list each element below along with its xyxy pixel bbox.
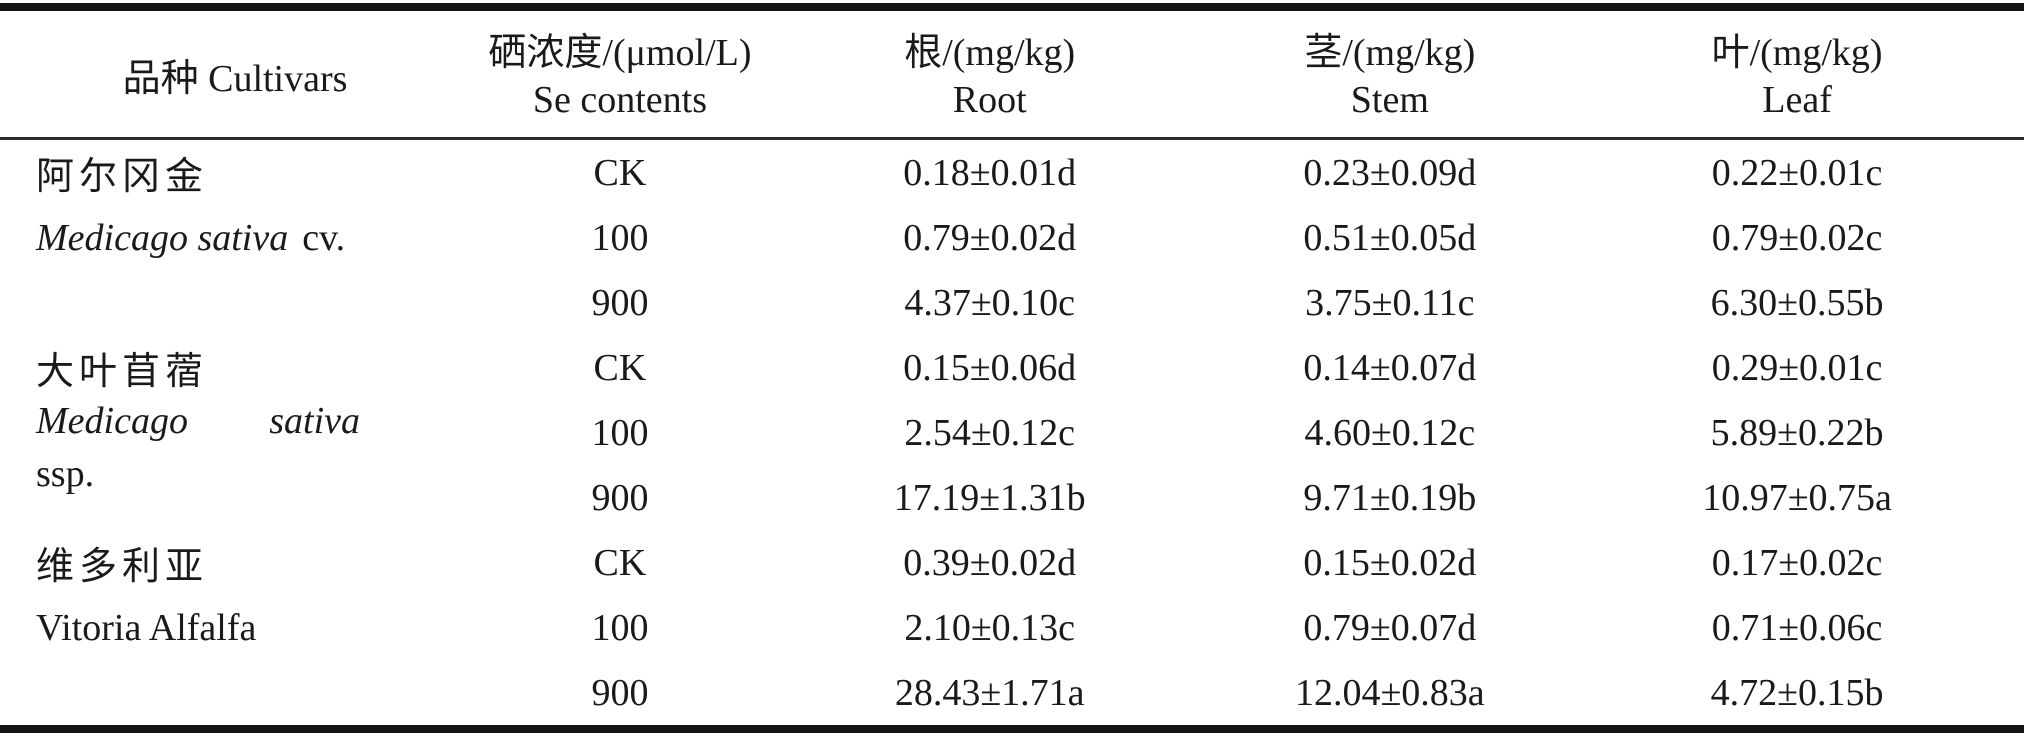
table-row: 大叶苜蓿 Medicago sativa ssp. CK 0.15±0.06d …	[0, 335, 2024, 495]
table-row: 900 17.19±1.31b 9.71±0.19b 10.97±0.75a	[0, 465, 2024, 530]
header-leaf: 叶/(mg/kg) Leaf	[1570, 11, 2024, 140]
root-value-cell: 0.39±0.02d	[903, 541, 1077, 584]
selenium-content-table-wrap: 品种 Cultivars 硒浓度/(μmol/L) Se contents 根/…	[0, 3, 2024, 733]
selenium-content-table: 品种 Cultivars 硒浓度/(μmol/L) Se contents 根/…	[0, 11, 2024, 725]
header-se-contents-zh: 硒浓度/(μmol/L)	[488, 31, 752, 74]
stem-value-cell: 0.79±0.07d	[1303, 606, 1477, 649]
cultivar-cell-algonquin: 阿尔冈金 Medicago sativa cv.	[0, 139, 470, 336]
latin-name-roman: cv.	[302, 216, 346, 259]
header-cultivars-label: 品种 Cultivars	[122, 57, 348, 100]
leaf-value-cell: 0.71±0.06c	[1711, 606, 1883, 649]
leaf-value-cell: 4.72±0.15b	[1710, 671, 1884, 714]
stem-value-cell: 0.15±0.02d	[1303, 541, 1477, 584]
leaf-value-cell: 0.17±0.02c	[1711, 541, 1883, 584]
leaf-value-cell: 0.22±0.01c	[1711, 151, 1883, 194]
se-level-cell: CK	[593, 346, 647, 389]
header-cultivars: 品种 Cultivars	[0, 11, 471, 140]
leaf-value-cell: 0.79±0.02c	[1711, 216, 1883, 259]
cultivar-name-zh: 维多利亚	[36, 546, 209, 588]
se-level-cell: CK	[593, 541, 647, 584]
table-row: 阿尔冈金 Medicago sativa cv. CK 0.18±0.01d 0…	[0, 139, 2024, 259]
header-stem: 茎/(mg/kg) Stem	[1209, 11, 1571, 140]
root-value-cell: 2.54±0.12c	[904, 411, 1076, 454]
header-se-contents-en: Se contents	[532, 79, 708, 121]
se-level-cell: 900	[591, 476, 649, 519]
se-level-cell: 100	[591, 216, 649, 259]
cultivar-name-latin: Medicago sativa	[36, 394, 470, 447]
se-level-cell: 100	[591, 606, 649, 649]
cultivar-cell-vitoria: 维多利亚 Vitoria Alfalfa	[0, 530, 470, 725]
stem-value-cell: 12.04±0.83a	[1294, 671, 1485, 714]
latin-name-line2: ssp.	[36, 452, 95, 495]
cultivar-name-zh: 阿尔冈金	[36, 156, 209, 198]
table-header: 品种 Cultivars 硒浓度/(μmol/L) Se contents 根/…	[0, 11, 2024, 140]
leaf-value-cell: 0.29±0.01c	[1711, 346, 1883, 389]
latin-name-italic: Medicago sativa	[36, 216, 289, 259]
stem-value-cell: 9.71±0.19b	[1303, 476, 1477, 519]
leaf-value-cell: 6.30±0.55b	[1710, 281, 1884, 324]
leaf-value-cell: 5.89±0.22b	[1710, 411, 1884, 454]
stem-value-cell: 3.75±0.11c	[1305, 281, 1475, 324]
cultivar-name-en: Vitoria Alfalfa	[36, 606, 257, 649]
header-root-zh: 根/(mg/kg)	[904, 31, 1076, 74]
root-value-cell: 0.18±0.01d	[903, 151, 1077, 194]
latin-name-word2: sativa	[269, 399, 360, 442]
se-level-cell: 100	[591, 411, 649, 454]
header-stem-zh: 茎/(mg/kg)	[1304, 31, 1476, 74]
header-leaf-zh: 叶/(mg/kg)	[1711, 31, 1883, 74]
header-stem-en: Stem	[1350, 79, 1429, 121]
stem-value-cell: 0.14±0.07d	[1303, 346, 1477, 389]
root-value-cell: 0.15±0.06d	[903, 346, 1077, 389]
latin-name-word1: Medicago	[36, 399, 188, 442]
root-value-cell: 28.43±1.71a	[894, 671, 1085, 714]
stem-value-cell: 4.60±0.12c	[1304, 411, 1476, 454]
header-leaf-en: Leaf	[1762, 79, 1832, 121]
se-level-cell: 900	[591, 281, 649, 324]
root-value-cell: 2.10±0.13c	[904, 606, 1076, 649]
table-row: 100 2.10±0.13c 0.79±0.07d 0.71±0.06c	[0, 595, 2024, 660]
cultivar-cell-bigleaf: 大叶苜蓿 Medicago sativa ssp.	[0, 335, 470, 530]
table-row: 900 4.37±0.10c 3.75±0.11c 6.30±0.55b	[0, 270, 2024, 335]
leaf-value-cell: 10.97±0.75a	[1702, 476, 1892, 519]
header-root-en: Root	[952, 79, 1027, 121]
root-value-cell: 4.37±0.10c	[904, 281, 1076, 324]
table-body: 阿尔冈金 Medicago sativa cv. CK 0.18±0.01d 0…	[0, 139, 2024, 726]
root-value-cell: 17.19±1.31b	[893, 476, 1086, 519]
root-value-cell: 0.79±0.02d	[903, 216, 1077, 259]
table-row: 100 2.54±0.12c 4.60±0.12c 5.89±0.22b	[0, 400, 2024, 465]
cultivar-name-latin: Medicago sativa cv.	[36, 205, 470, 270]
cultivar-name-zh: 大叶苜蓿	[36, 351, 209, 393]
se-level-cell: CK	[593, 151, 647, 194]
header-se-contents: 硒浓度/(μmol/L) Se contents	[470, 11, 770, 140]
table-row: 100 0.79±0.02d 0.51±0.05d 0.79±0.02c	[0, 205, 2024, 270]
table-row: 维多利亚 Vitoria Alfalfa CK 0.39±0.02d 0.15±…	[0, 530, 2024, 649]
stem-value-cell: 0.51±0.05d	[1303, 216, 1477, 259]
se-level-cell: 900	[591, 671, 649, 714]
table-row: 900 28.43±1.71a 12.04±0.83a 4.72±0.15b	[0, 660, 2024, 725]
stem-value-cell: 0.23±0.09d	[1303, 151, 1477, 194]
header-root: 根/(mg/kg) Root	[769, 11, 1210, 140]
